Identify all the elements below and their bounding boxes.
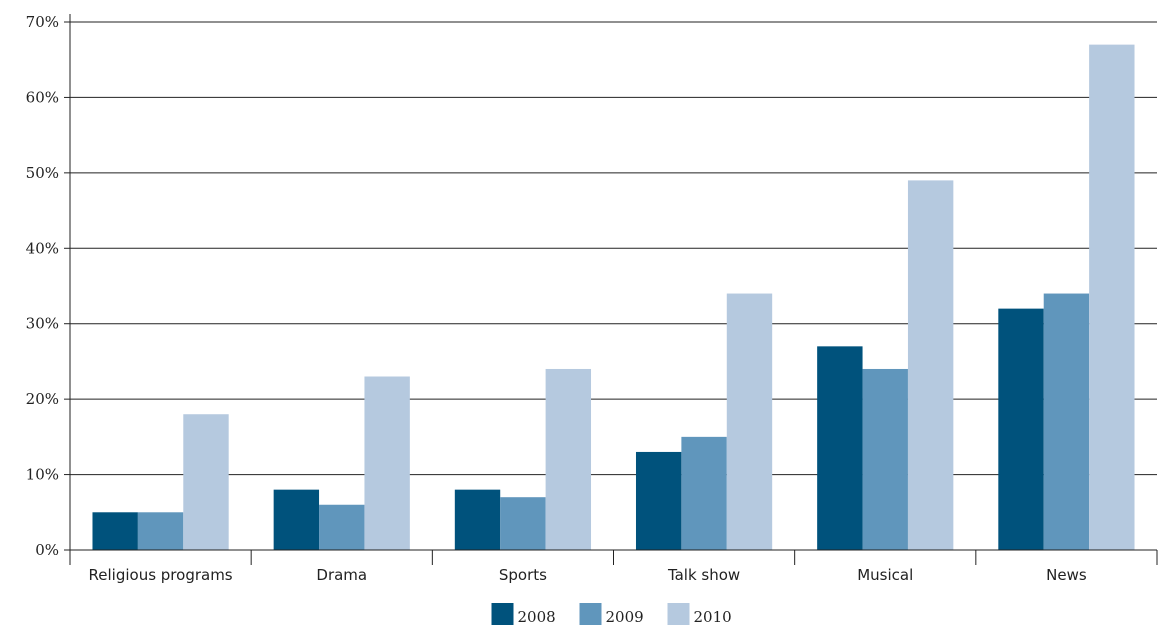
y-tick-label: 10% xyxy=(26,466,59,484)
axes xyxy=(69,14,1158,565)
legend-label: 2009 xyxy=(606,608,644,626)
bar xyxy=(545,368,592,550)
y-tick-label: 20% xyxy=(26,390,59,408)
x-axis-labels: Religious programs Drama Sports Talk show Mu… xyxy=(89,566,1087,584)
legend: 2008 2009 2010 xyxy=(491,603,732,626)
y-tick-label: 60% xyxy=(26,88,59,106)
y-tick-label: 70% xyxy=(26,13,59,31)
bar xyxy=(635,451,682,550)
x-tick-label: Religious programs xyxy=(89,566,233,584)
bar xyxy=(726,293,773,550)
x-tick-label: Sports xyxy=(499,566,547,584)
gridlines xyxy=(70,21,1157,476)
bar xyxy=(817,346,863,550)
bar xyxy=(681,436,727,550)
x-tick-label: News xyxy=(1046,566,1087,584)
bar xyxy=(364,376,410,550)
bars xyxy=(92,44,1135,550)
legend-swatch xyxy=(491,603,514,625)
bar xyxy=(319,504,365,550)
x-tick-label: Talk show xyxy=(667,566,740,584)
y-axis-ticks: 0% 10% 20% 30% 40% 50% 60% 70% xyxy=(26,13,70,559)
legend-swatch xyxy=(579,603,602,625)
y-tick-label: 50% xyxy=(26,164,59,182)
y-tick-label: 0% xyxy=(35,541,59,559)
legend-label: 2008 xyxy=(518,608,556,626)
legend-label: 2010 xyxy=(694,608,732,626)
bar xyxy=(454,489,501,550)
y-tick-label: 40% xyxy=(26,239,59,257)
bar xyxy=(907,180,954,550)
y-tick-label: 30% xyxy=(26,315,59,333)
x-tick-label: Musical xyxy=(857,566,913,584)
bar xyxy=(1089,44,1135,550)
bar xyxy=(137,512,184,550)
bar xyxy=(862,368,908,550)
bar xyxy=(1043,293,1090,550)
bar xyxy=(92,512,138,550)
bar xyxy=(998,308,1044,550)
x-tick-label: Drama xyxy=(316,566,367,584)
bar xyxy=(273,489,320,550)
bar xyxy=(500,497,546,550)
bar xyxy=(183,414,229,550)
legend-swatch xyxy=(667,603,690,625)
